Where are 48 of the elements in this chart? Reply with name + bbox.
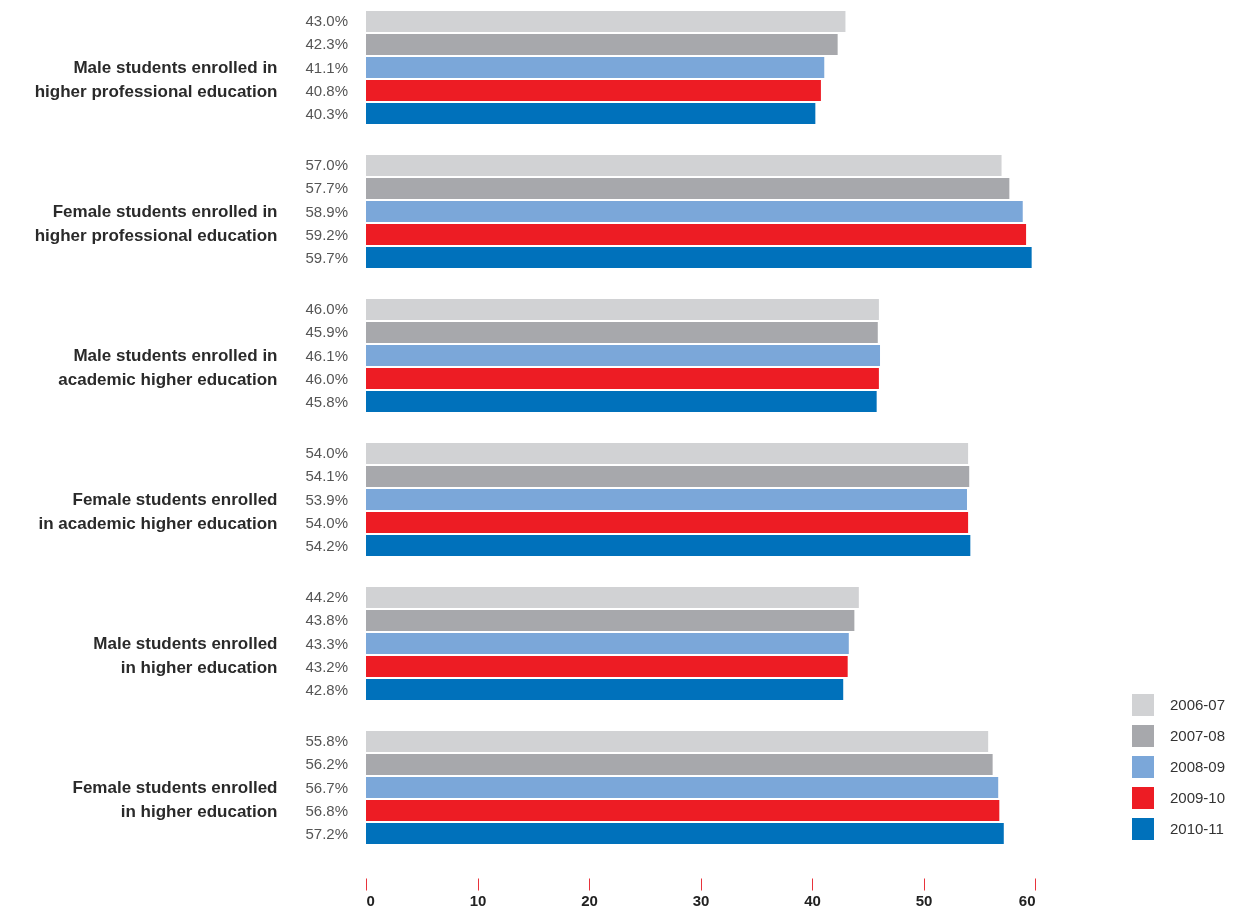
data-label: 45.9% (305, 323, 348, 341)
data-label: 43.0% (305, 12, 348, 30)
data-label: 42.3% (305, 35, 348, 53)
y-tick-label: Female students enrolled in higher professional education (34, 201, 278, 245)
data-label: 46.0% (305, 369, 348, 387)
legend-label: 2007-08 (1170, 727, 1226, 744)
data-label: 57.7% (305, 179, 348, 197)
data-label: 57.0% (305, 156, 348, 174)
x-tick-label: 0 (366, 891, 375, 909)
data-label: 53.9% (305, 490, 348, 508)
x-tick-label: 60 (1018, 891, 1036, 909)
legend-label: 2008-09 (1170, 758, 1226, 775)
data-label: 40.8% (305, 81, 348, 99)
y-tick-label: Male students enrolled in higher education (93, 633, 278, 677)
data-label: 59.7% (305, 248, 348, 266)
data-label: 44.2% (305, 588, 348, 606)
data-label: 59.2% (305, 225, 348, 243)
data-label: 46.1% (305, 346, 348, 364)
data-label: 55.8% (305, 732, 348, 750)
data-label: 43.2% (305, 657, 348, 675)
data-label: 42.8% (305, 680, 348, 698)
data-label: 43.3% (305, 634, 348, 652)
data-label: 54.2% (305, 536, 348, 554)
x-tick-label: 30 (692, 891, 710, 909)
data-label: 56.8% (305, 801, 348, 819)
data-label: 43.8% (305, 611, 348, 629)
data-label: 56.2% (305, 755, 348, 773)
x-tick-label: 50 (915, 891, 933, 909)
data-label: 58.9% (305, 202, 348, 220)
data-label: 54.1% (305, 467, 348, 485)
data-label: 56.7% (305, 778, 348, 796)
legend-label: 2006-07 (1170, 696, 1226, 713)
x-tick-label: 20 (581, 891, 598, 909)
y-tick-label: Female students enrolled in higher education (72, 777, 278, 821)
data-label: 46.0% (305, 300, 348, 318)
data-label: 45.8% (305, 392, 348, 410)
data-label: 54.0% (305, 513, 348, 531)
legend-label: 2009-10 (1170, 789, 1226, 806)
data-label: 57.2% (305, 824, 348, 842)
x-tick-label: 10 (469, 891, 487, 909)
y-tick-label: Female students enrolled in academic higher education (38, 489, 278, 533)
y-tick-label: Male students enrolled in academic higher education (58, 345, 278, 389)
y-tick-label: Male students enrolled in higher professional education (34, 57, 278, 101)
data-label: 54.0% (305, 444, 348, 462)
data-label: 41.1% (305, 58, 348, 76)
data-label: 40.3% (305, 104, 348, 122)
legend-label: 2010-11 (1170, 820, 1224, 837)
x-tick-label: 40 (804, 891, 821, 909)
